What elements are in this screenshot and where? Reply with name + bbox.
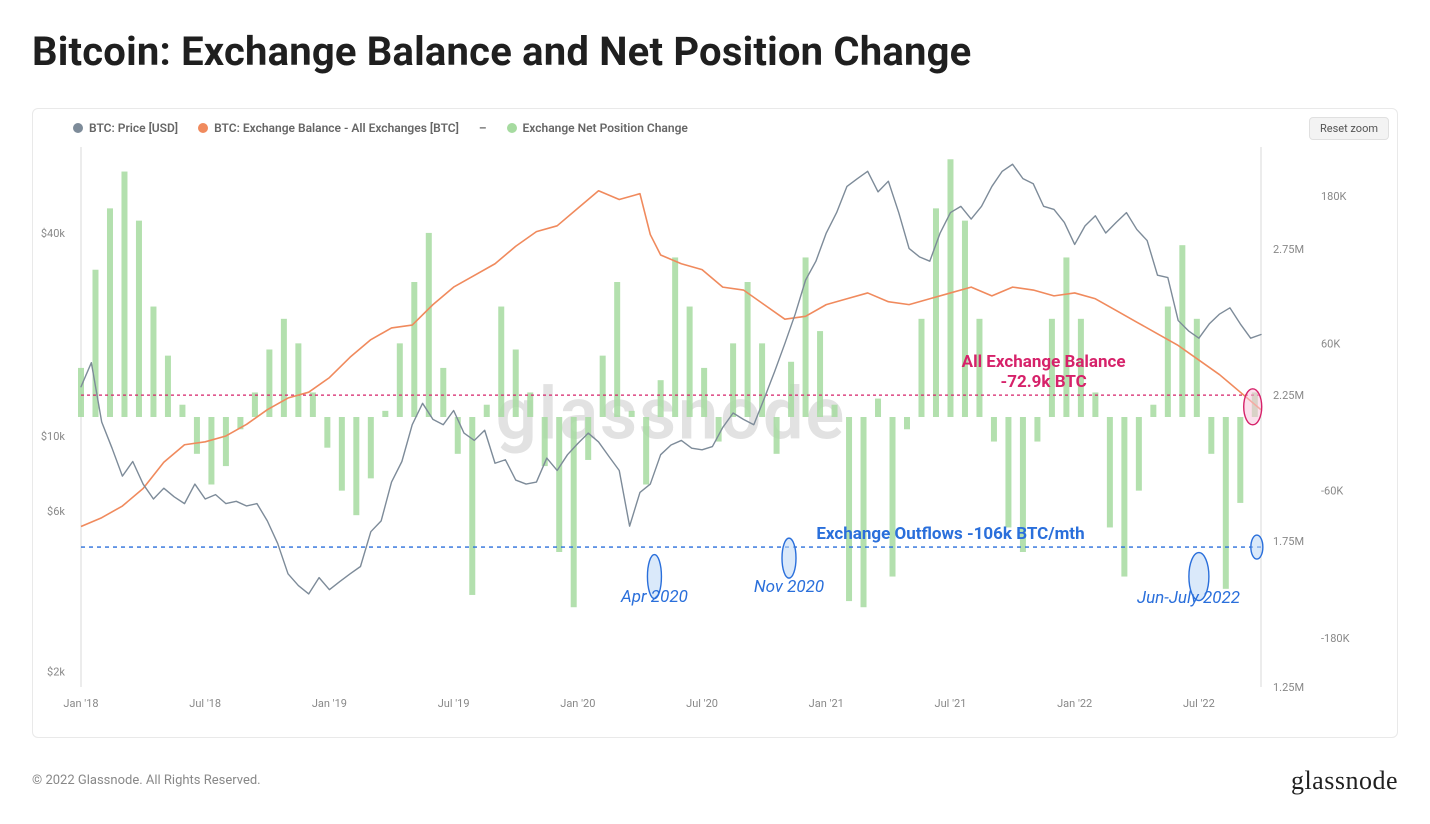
footer-copyright: © 2022 Glassnode. All Rights Reserved. — [32, 773, 261, 788]
svg-text:1.75M: 1.75M — [1273, 535, 1304, 548]
svg-text:$2k: $2k — [47, 666, 65, 679]
svg-text:All Exchange Balance: All Exchange Balance — [962, 352, 1126, 372]
page: Bitcoin: Exchange Balance and Net Positi… — [0, 0, 1430, 824]
svg-text:Jan '19: Jan '19 — [312, 697, 347, 710]
svg-text:Jun-July 2022: Jun-July 2022 — [1137, 588, 1240, 608]
legend-swatch-price — [73, 123, 83, 133]
svg-text:Jan '21: Jan '21 — [809, 697, 844, 710]
legend-label-dash: – — [479, 121, 487, 135]
svg-text:-72.9k BTC: -72.9k BTC — [1001, 372, 1087, 392]
svg-text:Jan '18: Jan '18 — [63, 697, 98, 710]
legend: BTC: Price [USD] BTC: Exchange Balance -… — [73, 121, 688, 135]
svg-text:180K: 180K — [1321, 190, 1347, 203]
reset-zoom-button[interactable]: Reset zoom — [1309, 117, 1389, 140]
svg-text:$10k: $10k — [41, 430, 66, 443]
svg-text:$40k: $40k — [41, 227, 66, 240]
legend-label-price: BTC: Price [USD] — [89, 121, 178, 135]
svg-text:Nov 2020: Nov 2020 — [754, 577, 824, 597]
svg-text:Exchange Outflows -106k BTC/mt: Exchange Outflows -106k BTC/mth — [816, 524, 1084, 544]
legend-swatch-netpos — [507, 123, 517, 133]
legend-item-dash[interactable]: – — [479, 121, 487, 135]
page-title: Bitcoin: Exchange Balance and Net Positi… — [32, 28, 972, 75]
svg-text:$6k: $6k — [47, 505, 65, 518]
svg-text:Jul '22: Jul '22 — [1183, 697, 1215, 710]
svg-text:Jan '22: Jan '22 — [1057, 697, 1092, 710]
svg-text:Jul '20: Jul '20 — [686, 697, 718, 710]
legend-item-balance[interactable]: BTC: Exchange Balance - All Exchanges [B… — [198, 121, 459, 135]
chart-container: BTC: Price [USD] BTC: Exchange Balance -… — [32, 108, 1398, 738]
footer-logo: glassnode — [1291, 766, 1398, 796]
svg-text:-180K: -180K — [1321, 632, 1350, 645]
plot-area[interactable]: glassnodeJan '18Jul '18Jan '19Jul '19Jan… — [81, 147, 1361, 687]
legend-item-price[interactable]: BTC: Price [USD] — [73, 121, 178, 135]
svg-text:1.25M: 1.25M — [1273, 681, 1304, 694]
svg-text:2.25M: 2.25M — [1273, 389, 1304, 402]
svg-text:Jul '21: Jul '21 — [935, 697, 967, 710]
legend-label-netpos: Exchange Net Position Change — [523, 121, 688, 135]
svg-text:2.75M: 2.75M — [1273, 243, 1304, 256]
svg-text:60K: 60K — [1321, 337, 1340, 350]
legend-swatch-balance — [198, 123, 208, 133]
svg-text:Jul '19: Jul '19 — [438, 697, 470, 710]
svg-text:Apr 2020: Apr 2020 — [620, 587, 688, 607]
svg-text:Jul '18: Jul '18 — [189, 697, 221, 710]
svg-text:Jan '20: Jan '20 — [560, 697, 595, 710]
legend-label-balance: BTC: Exchange Balance - All Exchanges [B… — [214, 121, 459, 135]
svg-text:-60K: -60K — [1321, 485, 1343, 498]
plot-svg: glassnodeJan '18Jul '18Jan '19Jul '19Jan… — [81, 147, 1361, 687]
legend-item-netpos[interactable]: Exchange Net Position Change — [507, 121, 688, 135]
